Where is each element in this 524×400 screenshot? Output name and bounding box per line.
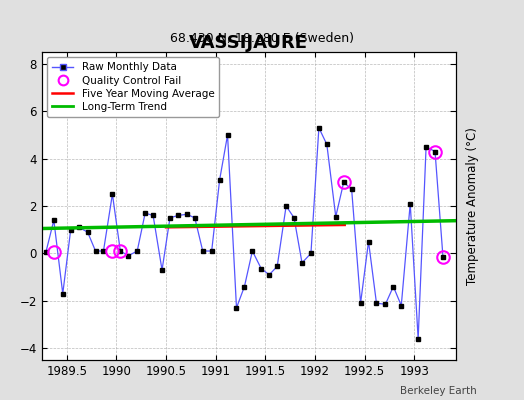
Title: VASSIJAURE: VASSIJAURE (189, 34, 309, 52)
Text: 68.430 N, 18.280 E (Sweden): 68.430 N, 18.280 E (Sweden) (170, 32, 354, 45)
Legend: Raw Monthly Data, Quality Control Fail, Five Year Moving Average, Long-Term Tren: Raw Monthly Data, Quality Control Fail, … (47, 57, 220, 117)
Text: Berkeley Earth: Berkeley Earth (400, 386, 477, 396)
Y-axis label: Temperature Anomaly (°C): Temperature Anomaly (°C) (466, 127, 479, 285)
